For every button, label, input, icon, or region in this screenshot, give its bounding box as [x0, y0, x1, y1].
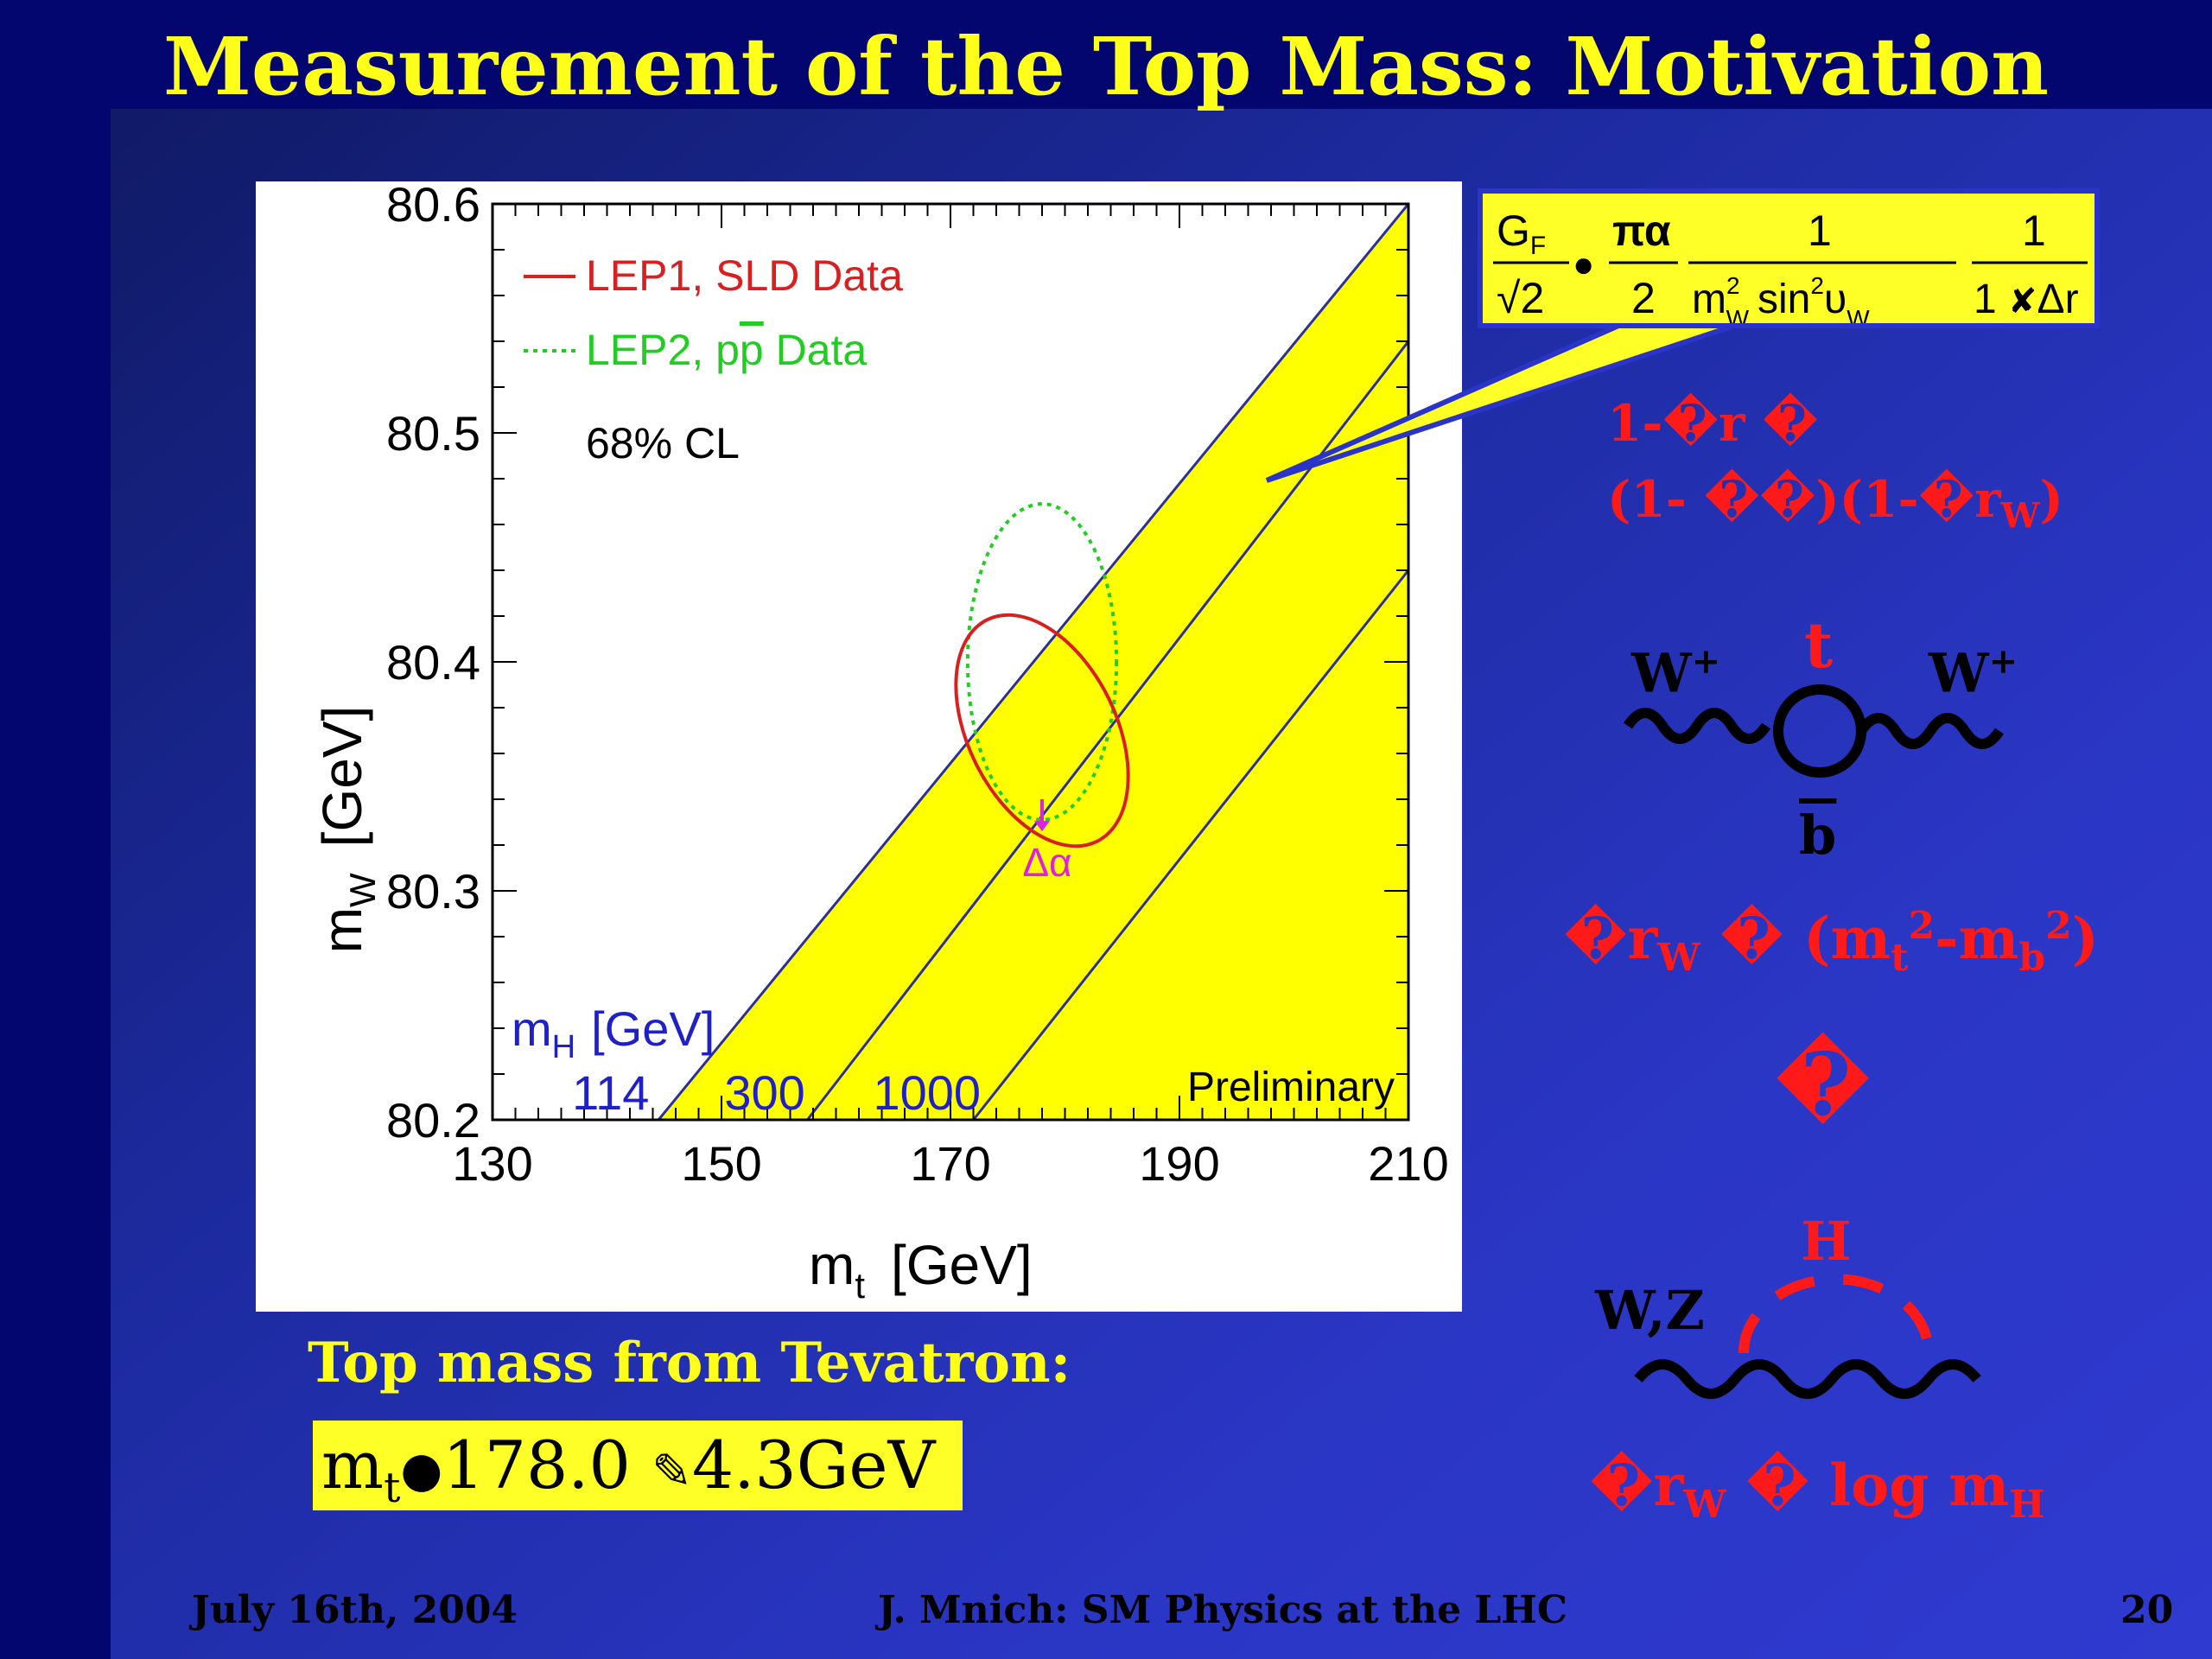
footer-page-number: 20	[2120, 1588, 2174, 1632]
middle-glyph: �	[1775, 1033, 1872, 1135]
x-tick-label-170: 170	[910, 1136, 990, 1191]
formula-dot: ●	[1573, 244, 1594, 284]
x-tick-label-210: 210	[1368, 1136, 1448, 1191]
mh-label: mH [GeV]	[512, 1001, 715, 1065]
delta-r-line1: 1-�r �	[1607, 394, 1819, 453]
footer-author: J. Mnich: SM Physics at the LHC	[878, 1588, 1567, 1632]
x-tick-label-150: 150	[681, 1136, 761, 1191]
mh-line-1000	[972, 569, 1408, 1120]
mh-value-1000: 1000	[874, 1065, 982, 1120]
preliminary-label: Preliminary	[1187, 1065, 1395, 1110]
y-axis-label: mW[GeV]	[311, 706, 383, 954]
axis-ticks	[492, 203, 1409, 1121]
chart-svg: 130 150 170 190 210 80.2 80.3 80.4 80.5 80.6 LEP1…	[311, 177, 1449, 1306]
higgs-label: H	[1801, 1210, 1852, 1273]
formula-gf: GF	[1497, 207, 1546, 260]
mw-vs-mt-chart: 130 150 170 190 210 80.2 80.3 80.4 80.5 80.6 LEP1…	[256, 177, 1462, 1312]
top-quark-label: t	[1804, 608, 1834, 682]
mh-value-300: 300	[724, 1065, 804, 1120]
formula-sqrt2: √2	[1497, 274, 1544, 322]
formula-two: 2	[1631, 274, 1656, 322]
formula-pi-alpha: πα	[1612, 207, 1671, 255]
bbar-quark-label: b	[1799, 804, 1837, 867]
slide-title: Measurement of the Top Mass: Motivation	[163, 20, 2049, 113]
y-tick-label-80.3: 80.3	[386, 864, 480, 918]
legend-lep2-label: LEP2, pp Data	[586, 326, 867, 374]
legend-lep1-label: LEP1, SLD Data	[586, 251, 903, 300]
wz-label: W,Z	[1595, 1279, 1705, 1342]
w-plus-left: W+	[1631, 641, 1721, 705]
top-mass-value-box: mt●178.0 ✎4.3GeV	[313, 1421, 963, 1512]
x-tick-label-190: 190	[1139, 1136, 1219, 1191]
delta-alpha-label: Δα	[1022, 840, 1071, 885]
footer-date: July 16th, 2004	[192, 1588, 518, 1632]
lep2-ellipse	[965, 502, 1119, 822]
delta-r-line2: (1- ��)(1-�rW)	[1607, 470, 2064, 537]
rw-mt-relation: �rW � (mt2-mb2)	[1564, 904, 2099, 981]
rw-mh-relation: �rW � log mH	[1590, 1452, 2045, 1528]
y-tick-label-80.6: 80.6	[386, 181, 480, 232]
formula-den2: 1 ✘Δr	[1974, 276, 2079, 322]
y-tick-label-80.2: 80.2	[386, 1093, 480, 1147]
mh-value-114: 114	[572, 1065, 649, 1120]
formula-one-2: 1	[2022, 207, 2046, 255]
lep1-ellipse	[954, 613, 1130, 849]
y-tick-label-80.5: 80.5	[386, 406, 480, 461]
cl-label: 68% CL	[586, 419, 740, 467]
x-tick-label-130: 130	[452, 1136, 532, 1191]
w-plus-right: W+	[1929, 641, 2018, 705]
y-tick-label-80.4: 80.4	[386, 635, 480, 690]
delta-alpha-arrowhead	[1034, 821, 1050, 832]
axis-tick-labels: 130 150 170 190 210 80.2 80.3 80.4 80.5 80.6	[386, 177, 1449, 1191]
formula-one-1: 1	[1808, 207, 1832, 255]
tevatron-caption: Top mass from Tevatron:	[308, 1331, 1071, 1395]
ellipses	[954, 502, 1130, 849]
x-axis-label: mt [GeV]	[809, 1234, 1033, 1306]
